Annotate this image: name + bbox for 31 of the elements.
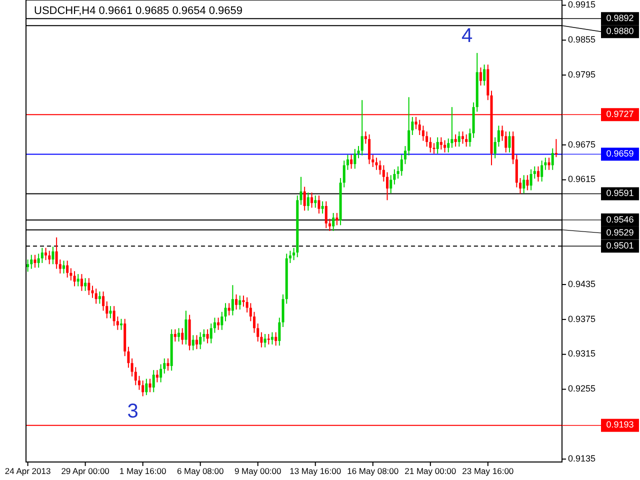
y-tick-label: 0.9375 [568,314,596,324]
ref-line-label: 0.9892 [606,12,634,23]
y-tick-label: 0.9675 [568,139,596,150]
y-tick-label: 0.9915 [568,0,596,10]
y-tick-label: 0.9315 [568,348,596,359]
ref-line-label: 0.9880 [606,26,634,36]
x-tick-label: 24 Apr 2013 [4,466,51,476]
y-tick-label: 0.9255 [568,384,596,394]
annotation: 3 [127,400,138,423]
x-tick-label: 13 May 16:00 [290,466,342,476]
ref-line-label: 0.9501 [606,240,634,251]
ref-line-label: 0.9591 [606,188,634,198]
ref-line-label: 0.9727 [606,109,634,119]
ref-line-label: 0.9529 [606,227,634,238]
ref-line-label: 0.9193 [606,420,634,430]
ref-line-label: 0.9659 [606,148,634,159]
annotation: 4 [462,25,473,48]
y-tick-label: 0.9615 [568,174,596,184]
x-tick-label: 23 May 16:00 [462,466,514,476]
x-tick-label: 6 May 08:00 [176,466,224,476]
y-tick-label: 0.9855 [568,34,596,45]
x-tick-label: 29 Apr 00:00 [61,466,110,476]
y-tick-label: 0.9135 [568,453,596,464]
x-tick-label: 1 May 16:00 [119,466,166,476]
text: USDCHF,H4 0.9661 0.9685 0.9654 0.9659 [34,5,243,17]
y-tick-label: 0.9435 [568,278,596,289]
x-tick-label: 16 May 08:00 [347,466,399,476]
y-tick-label: 0.9795 [568,69,596,80]
x-tick-label: 21 May 00:00 [404,466,456,476]
x-tick-label: 9 May 00:00 [234,466,282,476]
ref-line-label: 0.9546 [606,214,634,224]
